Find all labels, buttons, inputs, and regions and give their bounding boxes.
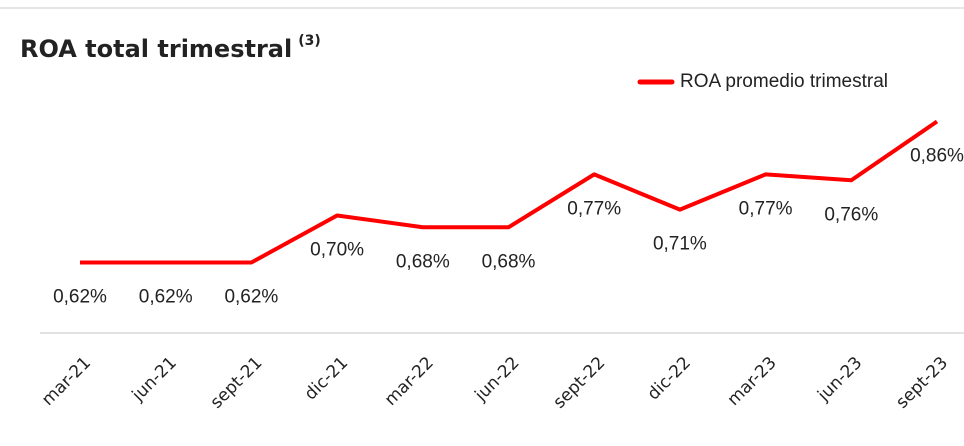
legend-label: ROA promedio trimestral xyxy=(680,71,888,92)
x-tick-label: dic-22 xyxy=(644,353,695,404)
x-tick-label: dic-21 xyxy=(301,353,352,404)
x-tick-label: mar-23 xyxy=(724,353,781,410)
data-line xyxy=(80,119,939,265)
x-tick-label: jun-22 xyxy=(471,353,524,406)
data-label: 0,68% xyxy=(482,251,536,272)
x-tick-label: sept-23 xyxy=(892,353,952,413)
data-label: 0,62% xyxy=(224,287,278,308)
data-label: 0,70% xyxy=(310,240,364,261)
data-label: 0,77% xyxy=(739,198,793,219)
title-text: ROA total trimestral xyxy=(20,35,292,63)
data-label: 0,68% xyxy=(396,251,450,272)
x-tick-label: mar-22 xyxy=(381,353,438,410)
x-tick-label: jun-21 xyxy=(128,353,181,406)
data-label: 0,62% xyxy=(139,287,193,308)
data-label: 0,76% xyxy=(824,204,878,225)
data-label: 0,77% xyxy=(567,198,621,219)
x-tick-label: sept-22 xyxy=(549,353,609,413)
data-label: 0,86% xyxy=(910,146,964,167)
x-tick-label: sept-21 xyxy=(207,353,267,413)
x-tick-label: jun-23 xyxy=(813,353,866,406)
title-note: (3) xyxy=(298,33,321,49)
x-tick-label: mar-21 xyxy=(38,353,95,410)
data-label: 0,62% xyxy=(53,287,107,308)
data-label: 0,71% xyxy=(653,234,707,255)
chart-title: ROA total trimestral (3) xyxy=(20,33,321,63)
